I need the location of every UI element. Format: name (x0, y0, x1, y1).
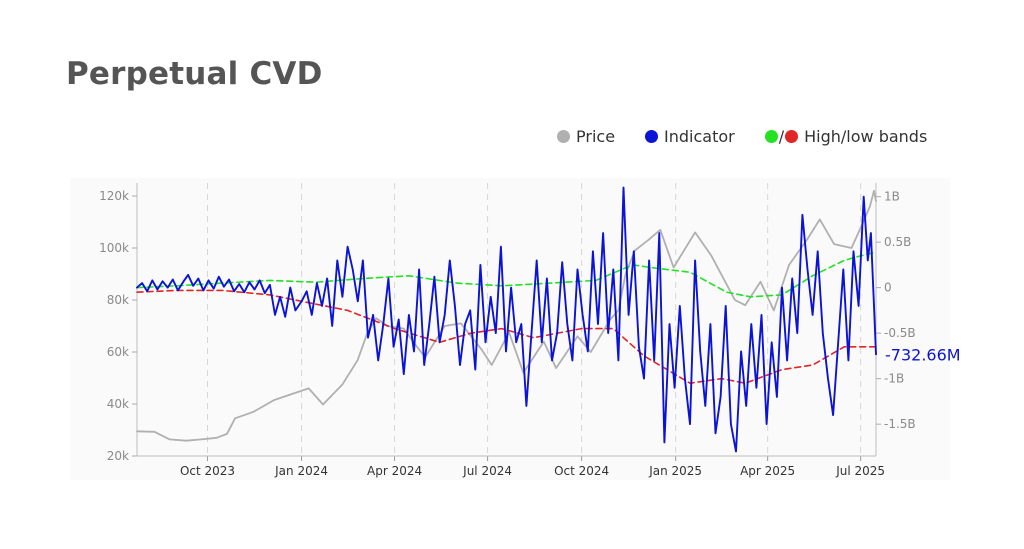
y-left-tick-label-120k: 120k (99, 189, 129, 203)
indicator-last-value-label: -732.66M (885, 345, 961, 364)
chart-axes: Oct 2023 Jan 2024 Apr 2024 Jul 2024 Oct 2024… (99, 183, 916, 478)
y-left-tick-label-100k: 100k (99, 241, 129, 255)
y-right-tick-label-0: 0 (884, 281, 892, 295)
y-right-tick-label--1b: -1B (884, 372, 904, 386)
y-right-tick-label--1-5b: -1.5B (884, 417, 916, 431)
x-tick-label-oct-2023: Oct 2023 (180, 464, 235, 478)
y-right-tick-label-1b: 1B (884, 190, 900, 204)
legend-bands-label: High/low bands (804, 127, 928, 146)
legend-bands-separator: / (778, 127, 785, 146)
legend-item-bands[interactable]: / High/low bands (764, 127, 928, 146)
chart-labels: -732.66M (885, 345, 961, 364)
x-tick-label-apr-2025: Apr 2025 (740, 464, 795, 478)
y-left-tick-label-20k: 20k (107, 449, 129, 463)
x-tick-label-jul-2024: Jul 2024 (462, 464, 512, 478)
y-right-tick-label--0-5b: -0.5B (884, 326, 916, 340)
chart-series (136, 186, 877, 453)
x-tick-label-jan-2024: Jan 2024 (274, 464, 328, 478)
indicator-dot-icon (645, 130, 659, 143)
x-tick-label-oct-2024: Oct 2024 (554, 464, 609, 478)
legend-item-price[interactable]: Price (557, 127, 615, 146)
y-left-tick-label-60k: 60k (107, 345, 129, 359)
low-band-dot-icon (785, 130, 799, 143)
chart-legend: Price Indicator / High/low bands (557, 127, 927, 146)
x-tick-label-jan-2025: Jan 2025 (648, 464, 702, 478)
y-left-tick-label-40k: 40k (107, 397, 129, 411)
legend-indicator-label: Indicator (664, 127, 735, 146)
series-line-high-band (136, 251, 877, 298)
y-right-tick-label-0-5b: 0.5B (884, 235, 911, 249)
x-tick-label-jul-2025: Jul 2025 (835, 464, 885, 478)
x-tick-label-apr-2024: Apr 2024 (367, 464, 422, 478)
y-left-tick-label-80k: 80k (107, 293, 129, 307)
legend-price-label: Price (576, 127, 616, 146)
price-dot-icon (557, 130, 570, 143)
legend-item-indicator[interactable]: Indicator (645, 127, 735, 146)
series-line-indicator (136, 186, 877, 453)
page-title: Perpetual CVD (66, 56, 323, 92)
high-band-dot-icon (764, 130, 778, 143)
